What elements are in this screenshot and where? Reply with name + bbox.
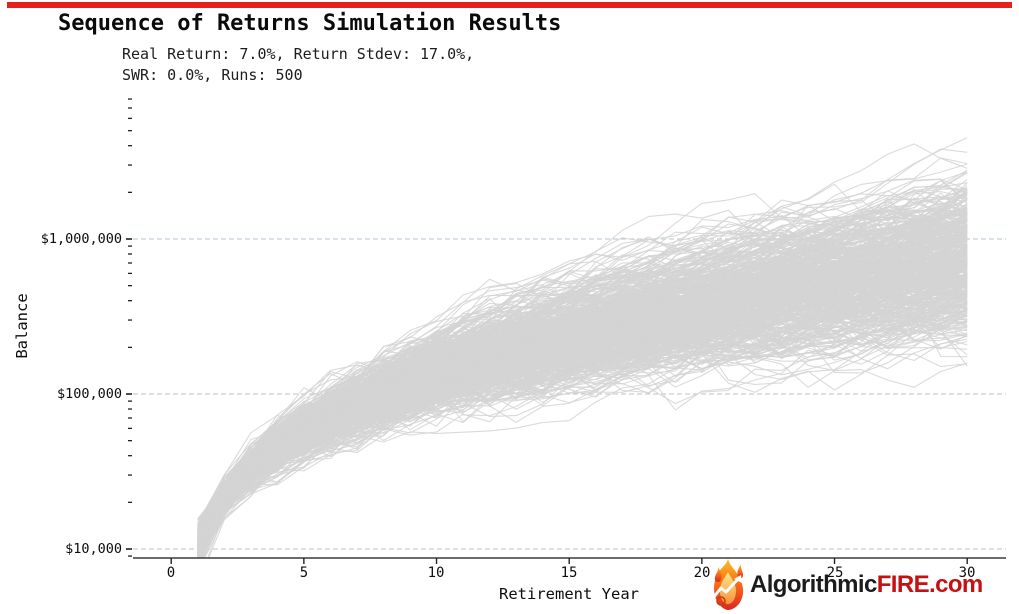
brand-name-com: .com <box>929 571 983 598</box>
y-axis-ticks <box>126 98 132 557</box>
chart-title: Sequence of Returns Simulation Results <box>58 11 562 36</box>
xtick-15: 15 <box>560 565 578 581</box>
xtick-5: 5 <box>299 565 309 581</box>
chart-subtitle: Real Return: 7.0%, Return Stdev: 17.0%, … <box>122 44 474 86</box>
brand-name-algorithmic: Algorithmic <box>750 571 877 598</box>
simulation-run-lines <box>197 137 968 558</box>
subtitle-line-2: SWR: 0.0%, Runs: 500 <box>122 66 303 84</box>
x-axis-label: Retirement Year <box>499 585 639 603</box>
y-gridlines <box>133 238 1006 550</box>
xtick-0: 0 <box>166 565 176 581</box>
ytick-1m: $1,000,000 <box>40 231 122 247</box>
subtitle-line-1: Real Return: 7.0%, Return Stdev: 17.0%, <box>122 45 475 63</box>
brand-name-fire: FIRE <box>876 571 930 598</box>
xtick-20: 20 <box>693 565 711 581</box>
xtick-25: 25 <box>826 565 844 581</box>
flame-chart-icon <box>711 559 744 610</box>
xtick-10: 10 <box>427 565 445 581</box>
brand-name: AlgorithmicFIRE.com <box>750 571 983 599</box>
ytick-100k: $100,000 <box>56 386 122 402</box>
top-accent-bar <box>7 2 1012 8</box>
y-axis-label: Balance <box>13 293 31 359</box>
ytick-10k: $10,000 <box>65 541 122 557</box>
xtick-30: 30 <box>958 565 976 581</box>
x-axis-ticks <box>170 558 968 564</box>
brand-watermark: AlgorithmicFIRE.com <box>708 557 983 613</box>
